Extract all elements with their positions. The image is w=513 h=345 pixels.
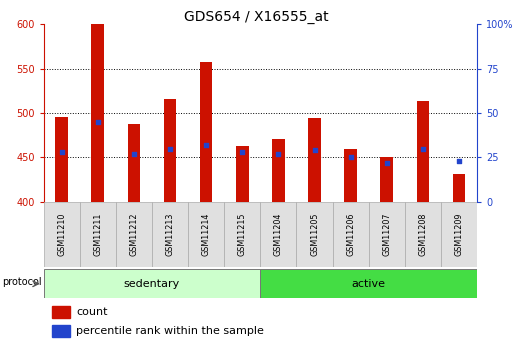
Bar [308, 118, 321, 202]
FancyBboxPatch shape [80, 202, 116, 267]
Bar [344, 149, 357, 202]
Text: percentile rank within the sample: percentile rank within the sample [76, 326, 264, 336]
FancyBboxPatch shape [369, 202, 405, 267]
Text: GSM11207: GSM11207 [382, 213, 391, 256]
Bar [452, 174, 465, 202]
FancyBboxPatch shape [297, 202, 332, 267]
FancyBboxPatch shape [188, 202, 224, 267]
Point [383, 160, 391, 166]
Bar [164, 99, 176, 202]
Point [57, 149, 66, 155]
Bar [272, 139, 285, 202]
Bar [52, 306, 70, 317]
Bar [200, 62, 212, 202]
Point [94, 119, 102, 125]
Text: GSM11205: GSM11205 [310, 213, 319, 256]
FancyBboxPatch shape [224, 202, 260, 267]
FancyBboxPatch shape [152, 202, 188, 267]
Bar [52, 325, 70, 337]
Bar [44, 269, 260, 298]
Point [238, 149, 246, 155]
Point [419, 146, 427, 151]
Text: GSM11210: GSM11210 [57, 213, 66, 256]
Bar [91, 24, 104, 202]
Point [130, 151, 138, 157]
FancyBboxPatch shape [44, 202, 80, 267]
Text: GSM11204: GSM11204 [274, 213, 283, 256]
FancyBboxPatch shape [116, 202, 152, 267]
Point [347, 155, 355, 160]
Point [455, 158, 463, 164]
Text: GSM11215: GSM11215 [238, 213, 247, 256]
FancyBboxPatch shape [405, 202, 441, 267]
Text: GSM11214: GSM11214 [202, 213, 211, 256]
Text: GDS654 / X16555_at: GDS654 / X16555_at [184, 10, 329, 24]
Text: protocol: protocol [2, 277, 42, 287]
Text: count: count [76, 307, 108, 317]
Bar [55, 117, 68, 202]
Bar [260, 269, 477, 298]
Text: GSM11211: GSM11211 [93, 213, 102, 256]
Point [274, 151, 283, 157]
Text: sedentary: sedentary [124, 279, 180, 289]
FancyBboxPatch shape [260, 202, 297, 267]
Bar [381, 157, 393, 202]
Bar [236, 146, 249, 202]
Text: GSM11212: GSM11212 [129, 213, 139, 256]
Bar [128, 124, 140, 202]
FancyBboxPatch shape [441, 202, 477, 267]
FancyBboxPatch shape [332, 202, 369, 267]
Point [166, 146, 174, 151]
Text: GSM11209: GSM11209 [455, 213, 464, 256]
Text: active: active [352, 279, 386, 289]
Text: GSM11206: GSM11206 [346, 213, 355, 256]
Text: GSM11208: GSM11208 [419, 213, 427, 256]
Point [202, 142, 210, 148]
Text: GSM11213: GSM11213 [166, 213, 174, 256]
Point [310, 148, 319, 153]
Bar [417, 100, 429, 202]
